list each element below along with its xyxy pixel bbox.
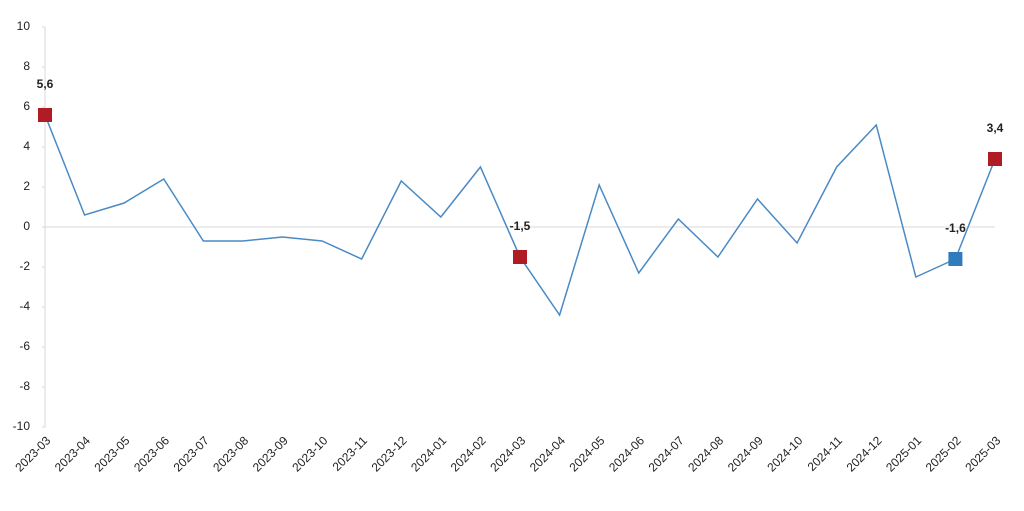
value-label: 3,4 — [987, 121, 1004, 135]
y-tick-label: -6 — [19, 339, 30, 353]
x-tick-label: 2025-01 — [883, 433, 924, 474]
x-tick-label: 2023-04 — [52, 433, 93, 474]
x-tick-label: 2023-05 — [91, 433, 132, 474]
x-tick-label: 2023-10 — [289, 433, 330, 474]
marker — [988, 152, 1002, 166]
y-tick-label: 2 — [23, 179, 30, 193]
x-tick-label: 2024-08 — [685, 433, 726, 474]
value-label: -1,6 — [945, 221, 966, 235]
value-label: -1,5 — [510, 219, 531, 233]
y-tick-label: 8 — [23, 59, 30, 73]
x-tick-label: 2023-08 — [210, 433, 251, 474]
x-tick-label: 2023-11 — [330, 433, 371, 474]
x-tick-label: 2024-02 — [448, 433, 489, 474]
x-tick-label: 2023-06 — [131, 433, 172, 474]
y-tick-label: 6 — [23, 99, 30, 113]
x-tick-label: 2024-03 — [487, 433, 528, 474]
x-tick-label: 2024-12 — [844, 433, 885, 474]
x-tick-label: 2024-11 — [805, 433, 846, 474]
x-tick-label: 2023-12 — [369, 433, 410, 474]
x-tick-label: 2024-05 — [566, 433, 607, 474]
x-tick-label: 2024-07 — [646, 433, 687, 474]
line — [44, 114, 996, 317]
y-tick-label: -10 — [13, 419, 31, 433]
y-tick-label: 4 — [23, 139, 30, 153]
x-tick-label: 2024-09 — [725, 433, 766, 474]
y-tick-label: 0 — [23, 219, 30, 233]
x-tick-label: 2025-02 — [923, 433, 964, 474]
value-label: 5,6 — [37, 77, 54, 91]
x-tick-label: 2024-04 — [527, 433, 568, 474]
x-tick-label: 2024-01 — [408, 433, 449, 474]
x-tick-label: 2025-03 — [962, 433, 1003, 474]
x-tick-label: 2023-07 — [171, 433, 212, 474]
y-tick-label: -8 — [19, 379, 30, 393]
marker — [513, 250, 527, 264]
y-tick-label: -4 — [19, 299, 30, 313]
marker — [948, 252, 963, 266]
marker — [38, 108, 52, 122]
x-tick-label: 2023-03 — [12, 433, 53, 474]
x-tick-label: 2024-10 — [764, 433, 805, 474]
x-tick-label: 2023-09 — [250, 433, 291, 474]
y-tick-label: 10 — [17, 19, 31, 33]
y-tick-label: -2 — [19, 259, 30, 273]
x-tick-label: 2024-06 — [606, 433, 647, 474]
